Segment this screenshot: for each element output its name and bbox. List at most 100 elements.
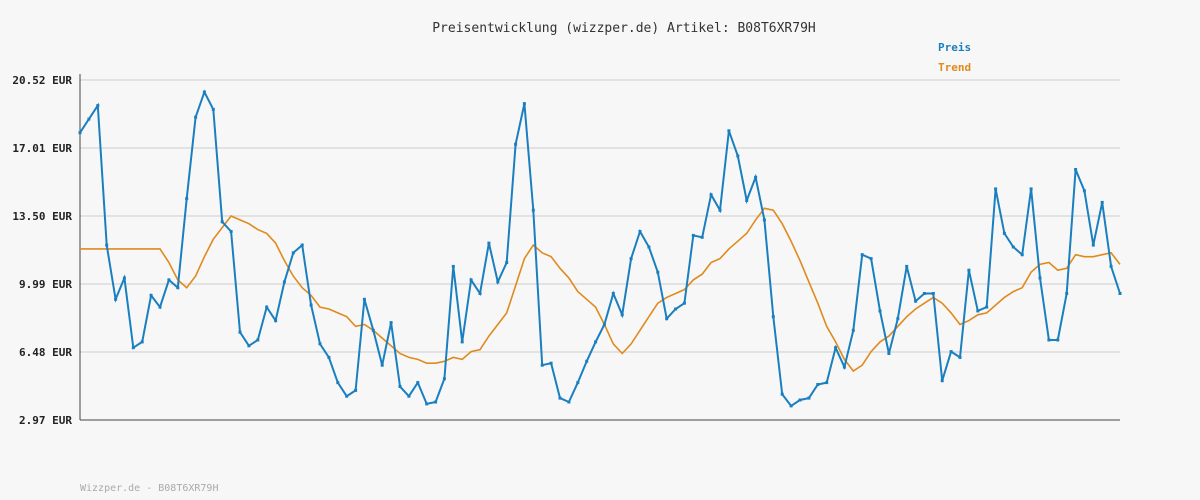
data-point-preis (398, 385, 402, 388)
data-point-preis (1038, 276, 1042, 280)
data-point-preis (914, 299, 918, 303)
data-point-preis (220, 220, 224, 224)
data-point-preis (905, 264, 909, 268)
data-point-preis (887, 352, 891, 355)
data-point-preis (727, 129, 731, 133)
data-point-preis (158, 305, 162, 309)
data-point-preis (922, 292, 926, 295)
data-point-preis (1082, 189, 1086, 193)
data-point-preis (256, 338, 260, 342)
data-point-preis (282, 280, 286, 284)
data-point-preis (994, 187, 998, 191)
data-point-preis (354, 388, 358, 392)
data-point-preis (762, 218, 766, 222)
data-point-preis (531, 208, 535, 212)
data-point-preis (869, 257, 873, 261)
data-point-preis (478, 292, 482, 295)
data-point-preis (540, 363, 544, 367)
data-point-preis (434, 400, 438, 404)
data-point-preis (700, 235, 704, 239)
data-point-preis (185, 197, 189, 201)
data-point-preis (558, 396, 562, 400)
data-point-preis (647, 245, 651, 249)
data-point-preis (460, 340, 464, 344)
y-tick-label: 17.01 EUR (12, 142, 72, 155)
data-point-preis (407, 394, 411, 398)
data-point-preis (309, 303, 313, 307)
data-point-preis (87, 117, 91, 121)
data-point-preis (860, 253, 864, 257)
data-point-preis (96, 104, 100, 108)
data-point-preis (362, 297, 366, 301)
data-point-preis (665, 317, 669, 321)
data-point-preis (940, 379, 944, 383)
data-point-preis (114, 297, 118, 301)
data-point-preis (656, 270, 660, 274)
data-point-preis (949, 350, 953, 354)
data-point-preis (931, 292, 935, 295)
data-point-preis (825, 381, 829, 385)
data-point-preis (709, 193, 713, 197)
data-point-preis (976, 309, 980, 313)
series-line-preis (79, 89, 1121, 408)
y-tick-label: 6.48 EUR (19, 346, 72, 359)
data-point-preis (807, 396, 811, 400)
data-point-preis (967, 268, 971, 272)
data-point-preis (202, 90, 206, 94)
data-point-preis (594, 340, 598, 344)
data-point-preis (985, 305, 989, 309)
data-point-preis (389, 321, 393, 325)
data-point-preis (327, 355, 331, 359)
data-point-preis (736, 154, 740, 158)
y-tick-label: 2.97 EUR (19, 414, 72, 427)
y-tick-label: 13.50 EUR (12, 210, 72, 223)
data-point-preis (1074, 168, 1078, 171)
data-point-preis (131, 346, 135, 350)
data-point-preis (771, 315, 775, 319)
data-point-preis (780, 392, 784, 396)
data-point-preis (567, 400, 571, 404)
data-point-preis (798, 398, 802, 402)
data-point-preis (896, 317, 900, 321)
data-point-preis (585, 359, 589, 363)
data-point-preis (674, 307, 678, 311)
data-point-preis (851, 328, 855, 332)
data-point-preis (958, 355, 962, 359)
data-point-preis (620, 313, 624, 317)
data-point-preis (149, 293, 153, 297)
data-point-preis (140, 340, 144, 344)
data-point-preis (834, 346, 838, 350)
data-point-preis (265, 305, 269, 309)
data-point-preis (176, 286, 180, 290)
data-point-preis (122, 276, 126, 280)
data-point-preis (576, 381, 580, 385)
data-point-preis (789, 404, 793, 408)
data-point-preis (211, 107, 215, 111)
data-point-preis (425, 402, 429, 406)
data-point-preis (416, 381, 420, 385)
data-point-preis (318, 342, 322, 346)
data-point-preis (291, 251, 295, 255)
data-point-preis (345, 394, 349, 398)
data-point-preis (638, 230, 642, 233)
data-point-preis (629, 257, 633, 261)
footer-credit: Wizzper.de - B08T6XR79H (80, 483, 218, 494)
data-point-preis (522, 102, 526, 106)
data-point-preis (371, 328, 375, 332)
data-point-preis (1020, 253, 1024, 257)
data-point-preis (842, 365, 846, 369)
data-point-preis (1091, 243, 1095, 247)
data-point-preis (229, 230, 233, 233)
data-point-preis (611, 292, 615, 295)
data-point-preis (745, 199, 749, 202)
data-point-preis (816, 383, 820, 386)
y-axis: 20.52 EUR 17.01 EUR 13.50 EUR 9.99 EUR 6… (12, 74, 72, 427)
data-point-preis (380, 363, 384, 367)
data-point-preis (691, 233, 695, 237)
data-point-preis (1029, 187, 1033, 191)
legend-preis: Preis (938, 41, 971, 54)
data-point-preis (682, 301, 686, 305)
grid-lines (80, 79, 1120, 353)
data-point-preis (1065, 292, 1069, 295)
